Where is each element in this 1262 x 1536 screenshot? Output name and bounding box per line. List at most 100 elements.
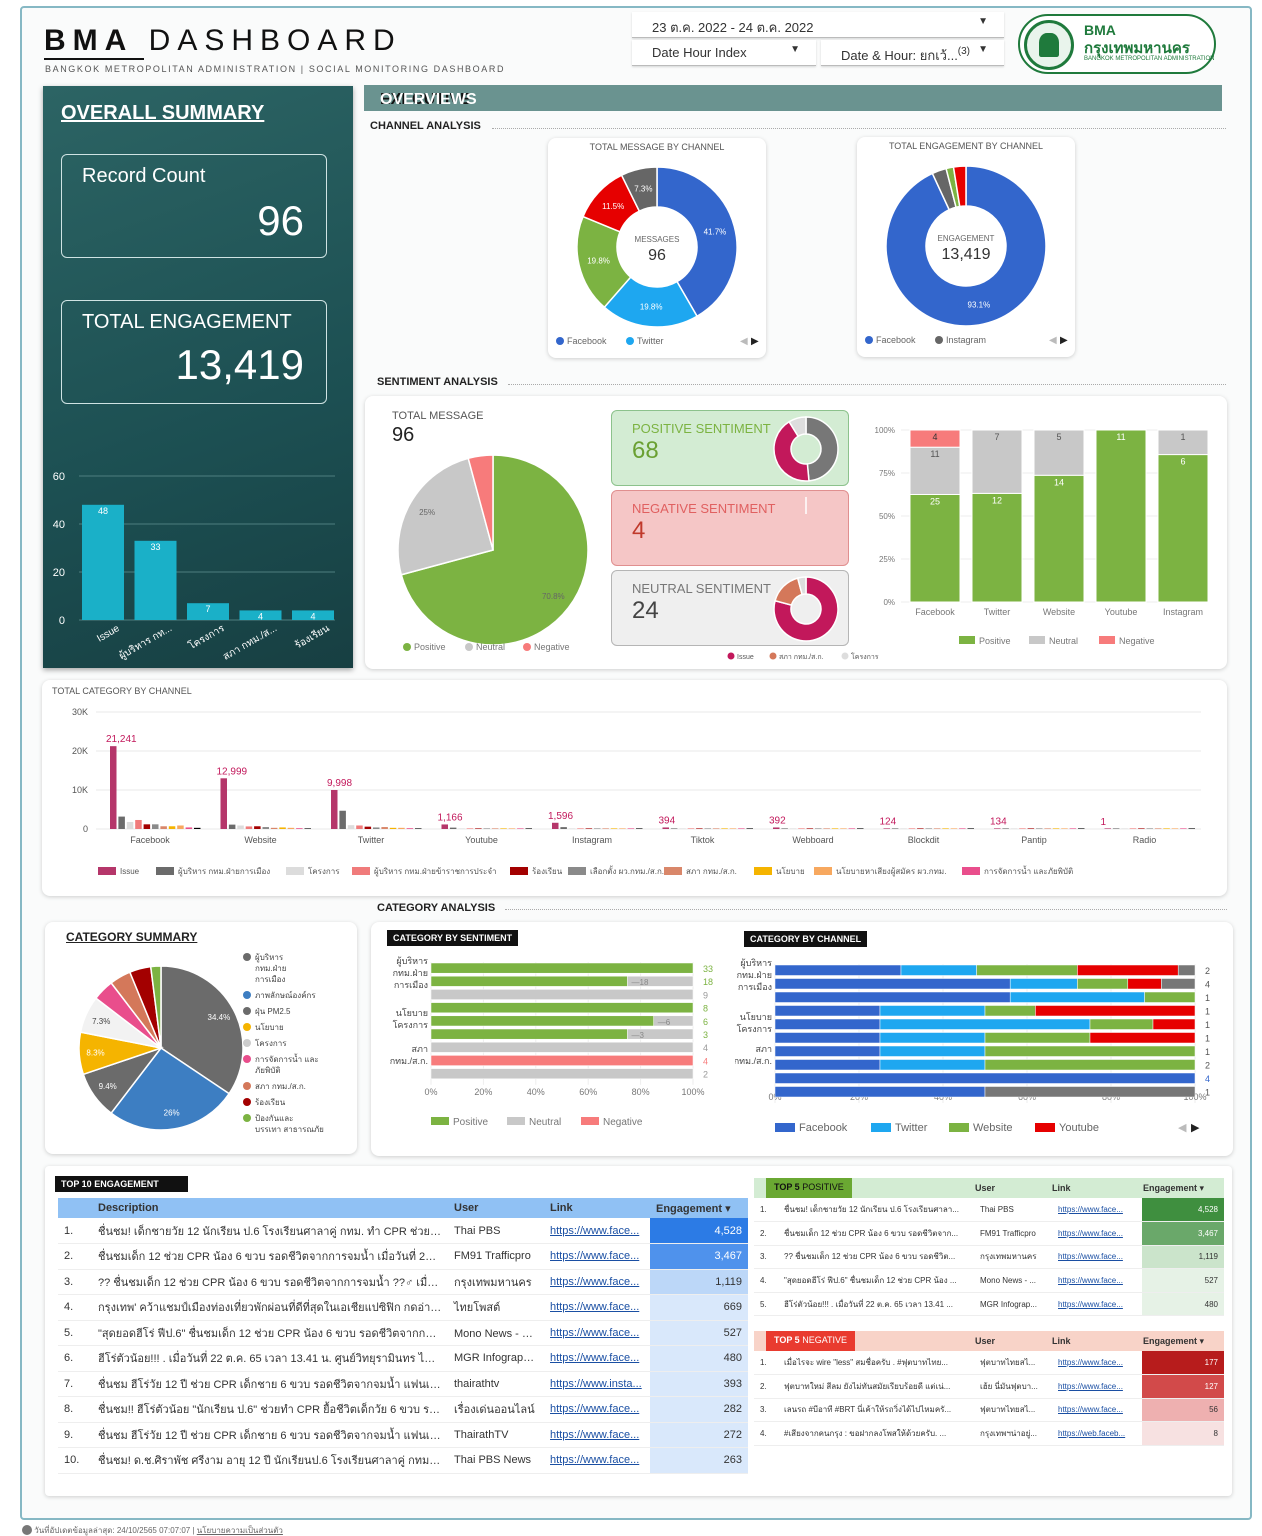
row-link[interactable]: https://www.insta... (544, 1371, 650, 1397)
col-engagement-sort[interactable]: Engagement ▾ (656, 1202, 731, 1215)
table-row[interactable]: 4. #เสียงจากคนกรุง : ขอฝากลงโพสให้ด้วยครั… (754, 1421, 1224, 1446)
table-row[interactable]: 5. ฮีโร่ตัวน้อย!!! . เมื่อวันที่ 22 ต.ค. … (754, 1292, 1224, 1317)
bar-value-label: 1,596 (548, 811, 573, 822)
col-engagement-sort[interactable]: Engagement ▾ (1143, 1183, 1205, 1193)
stacked-bar-segment (774, 1072, 1196, 1084)
bar-total-label: 1 (1205, 993, 1210, 1003)
table-row[interactable]: 4. กรุงเทพ' คว้าแชมป์เมืองท่องเที่ยวพักผ่… (58, 1294, 748, 1321)
y-tick-label: กทม./ส.ก. (735, 1056, 772, 1066)
col-user[interactable]: User (975, 1183, 996, 1193)
x-tick-label: Instagram (1163, 607, 1203, 617)
table-row[interactable]: 4. "สุดยอดฮีโร่ ฟีป.6" ชื่นชมเด็ก 12 ช่วย… (754, 1268, 1224, 1293)
x-tick-label: Youtube (1105, 607, 1138, 617)
col-link[interactable]: Link (1052, 1183, 1071, 1193)
row-link[interactable]: https://www.face... (1052, 1351, 1142, 1376)
bma-seal-icon (1024, 20, 1074, 70)
total-category-by-channel-card: TOTAL CATEGORY BY CHANNEL 0 10K 20K 30K 21,24… (42, 680, 1227, 896)
row-description: ชื่นชม ฮีโร่วัย 12 ปี ช่วย CPR เด็กชาย 6… (92, 1422, 448, 1448)
row-link[interactable]: https://www.face... (544, 1218, 650, 1244)
row-description: ชื่นชม!! ฮีโร่ตัวน้อย "นักเรียน ป.6" ช่ว… (92, 1396, 448, 1423)
table-row[interactable]: 5. "สุดยอดฮีโร่ ฟีป.6" ชื่นชมเด็ก 12 ช่วย… (58, 1320, 748, 1346)
stacked-bar-segment (1077, 978, 1129, 990)
legend-label: Instagram (946, 335, 986, 345)
row-link[interactable]: https://www.face... (1052, 1245, 1142, 1270)
row-link[interactable]: https://www.face... (1052, 1398, 1142, 1423)
row-engagement: 272 (650, 1422, 748, 1448)
stacked-bar-segment (1033, 474, 1085, 603)
table-row[interactable]: 2. ชื่นชมเด็ก 12 ช่วย CPR น้อง 6 ขวบ รอดช… (754, 1221, 1224, 1246)
record-count-card: Record Count 96 (61, 154, 327, 258)
table-row[interactable]: 9. ชื่นชม ฮีโร่วัย 12 ปี ช่วย CPR เด็กชาย… (58, 1422, 748, 1448)
negative-sentiment-label: NEGATIVE SENTIMENT (632, 501, 776, 516)
stacked-bar-segment (430, 1055, 694, 1066)
total-message-label: TOTAL MESSAGE (392, 410, 484, 422)
row-link[interactable]: https://www.face... (1052, 1374, 1142, 1399)
row-link[interactable]: https://www.face... (544, 1396, 650, 1423)
date-hour-index-filter[interactable]: Date Hour Index ▼ (632, 40, 816, 66)
row-link[interactable]: https://www.face... (1052, 1198, 1142, 1223)
divider (505, 909, 1227, 910)
row-number: 3. (754, 1398, 778, 1423)
bar (279, 827, 286, 829)
row-link[interactable]: https://www.face... (544, 1294, 650, 1321)
category-by-channel-chart: 0%20%40%60%80%100%2411111241ผู้บริหารกทม… (735, 958, 1210, 1134)
col-engagement-sort[interactable]: Engagement ▾ (1143, 1336, 1205, 1346)
table-row[interactable]: 10. ชื่นชม! ด.ช.ศิราพัช ศรีงาม อายุ 12 ปี… (58, 1447, 748, 1474)
total-category-by-channel-chart: TOTAL CATEGORY BY CHANNEL 0 10K 20K 30K 21,24… (52, 686, 1201, 877)
legend-label: ร้องเรียน (532, 867, 563, 876)
stacked-bar-segment (774, 964, 902, 976)
pie-slice (796, 576, 807, 596)
privacy-policy-link[interactable]: นโยบายความเป็นส่วนตัว (196, 1526, 283, 1535)
table-row[interactable]: 3.?? ชื่นชมเด็ก 12 ช่วย CPR น้อง 6 ขวบ ร… (58, 1269, 748, 1295)
row-link[interactable]: https://www.face... (544, 1447, 650, 1474)
category-by-channel-title: CATEGORY BY CHANNEL (744, 931, 868, 947)
table-row[interactable]: 3.?? ชื่นชมเด็ก 12 ช่วย CPR น้อง 6 ขวบ ร… (754, 1245, 1224, 1270)
row-link[interactable]: https://www.face... (1052, 1221, 1142, 1246)
bar (746, 828, 753, 829)
bar (568, 828, 576, 829)
col-user[interactable]: User (454, 1202, 479, 1214)
legend-swatch (775, 1123, 795, 1132)
stacked-bar-segment (430, 1041, 694, 1053)
table-row[interactable]: 1. ชื่นชม! เด็กชายวัย 12 นักเรียน ป.6 โรง… (754, 1198, 1224, 1223)
bar-total-label: 33 (703, 964, 713, 974)
row-user: Thai PBS News (448, 1447, 544, 1474)
row-link[interactable]: https://www.face... (544, 1320, 650, 1346)
y-tick-label: 0 (83, 824, 88, 834)
table-row[interactable]: 2. ชื่นชมเด็ก 12 ช่วย CPR น้อง 6 ขวบ รอดช… (58, 1243, 748, 1270)
table-row[interactable]: 3. เลนรถ #บีอาที #BRT นี่เค้าให้รถวิ่งได้… (754, 1398, 1224, 1423)
row-link[interactable]: https://www.face... (1052, 1292, 1142, 1317)
date-range-picker[interactable]: 23 ต.ค. 2022 - 24 ต.ค. 2022 ▼ (632, 12, 1004, 38)
col-description[interactable]: Description (98, 1202, 159, 1214)
bar-value-label: 4 (932, 432, 937, 442)
row-link[interactable]: https://web.faceb... (1052, 1421, 1142, 1446)
col-link[interactable]: Link (1052, 1336, 1071, 1346)
row-number: 5. (754, 1292, 778, 1317)
row-engagement: 669 (650, 1294, 748, 1321)
row-link[interactable]: https://www.face... (544, 1269, 650, 1295)
row-link[interactable]: https://www.face... (1052, 1268, 1142, 1293)
row-link[interactable]: https://www.face... (544, 1422, 650, 1448)
row-link[interactable]: https://www.face... (544, 1243, 650, 1270)
table-row[interactable]: 7. ชื่นชม ฮีโร่วัย 12 ปี ช่วย CPR เด็กชาย… (58, 1371, 748, 1397)
legend-swatch (523, 643, 531, 651)
table-row[interactable]: 1. ชื่นชม! เด็กชายวัย 12 นักเรียน ป.6 โรง… (58, 1218, 748, 1244)
row-number: 6. (58, 1345, 92, 1372)
bar (82, 504, 124, 620)
table-row[interactable]: 1. เมื่อไรจะ wire "less" สมชื่อครับ . #ฟุ… (754, 1351, 1224, 1376)
x-tick-label: Blockdit (908, 835, 940, 845)
col-user[interactable]: User (975, 1336, 996, 1346)
filter-label: Date Hour Index (652, 45, 747, 60)
bar (406, 828, 414, 829)
row-link[interactable]: https://www.face... (544, 1345, 650, 1372)
bar (152, 824, 159, 829)
date-hour-filter[interactable]: Date & Hour: ยกเว้... (3) ▼ (821, 40, 1004, 66)
bar (662, 827, 669, 829)
table-row[interactable]: 6. ฮีโร่ตัวน้อย!!! . เมื่อวันที่ 22 ต.ค. … (58, 1345, 748, 1372)
table-row[interactable]: 8. ชื่นชม!! ฮีโร่ตัวน้อย "นักเรียน ป.6" ช… (58, 1396, 748, 1423)
legend-swatch (243, 991, 251, 999)
bar (381, 827, 388, 829)
col-link[interactable]: Link (550, 1202, 573, 1214)
table-row[interactable]: 2. ฟุตบาทใหม่ สีลม ยังไม่ทันสมัยเรียบร้อย… (754, 1374, 1224, 1399)
legend-swatch (243, 953, 251, 961)
